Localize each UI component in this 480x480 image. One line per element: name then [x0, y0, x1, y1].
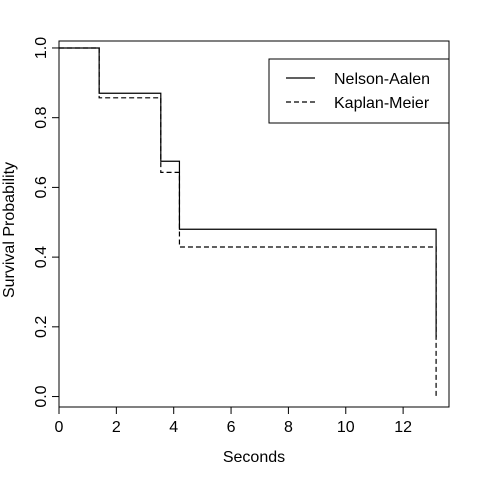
legend: Nelson-Aalen Kaplan-Meier	[268, 58, 450, 124]
plot-frame	[58, 40, 450, 408]
y-tick-label: 1.0	[33, 37, 50, 59]
y-tick-label: 0.6	[33, 176, 50, 198]
y-axis: 0.0 0.2 0.4 0.6 0.8 1.0	[33, 37, 59, 408]
plot-area	[58, 40, 450, 408]
series-line-kaplan-meier	[59, 47, 437, 397]
x-tick-label: 8	[284, 419, 293, 436]
x-tick-label: 0	[55, 419, 64, 436]
legend-box	[268, 58, 450, 124]
x-tick-label: 10	[337, 419, 355, 436]
x-tick-label: 12	[394, 419, 412, 436]
y-tick-label: 0.0	[33, 385, 50, 407]
series-layer	[59, 47, 437, 397]
legend-label: Kaplan-Meier	[334, 95, 430, 112]
x-axis-label: Seconds	[223, 449, 285, 466]
y-tick-label: 0.8	[33, 106, 50, 128]
y-axis-label: Survival Probability	[1, 162, 18, 298]
series-line-nelson-aalen	[59, 47, 437, 338]
y-tick-label: 0.4	[33, 246, 50, 268]
x-tick-label: 6	[227, 419, 236, 436]
x-tick-label: 4	[169, 419, 178, 436]
x-axis: 0 2 4 6 8 10 12	[55, 407, 412, 436]
legend-label: Nelson-Aalen	[334, 71, 430, 88]
x-tick-label: 2	[112, 419, 121, 436]
y-tick-label: 0.2	[33, 316, 50, 338]
